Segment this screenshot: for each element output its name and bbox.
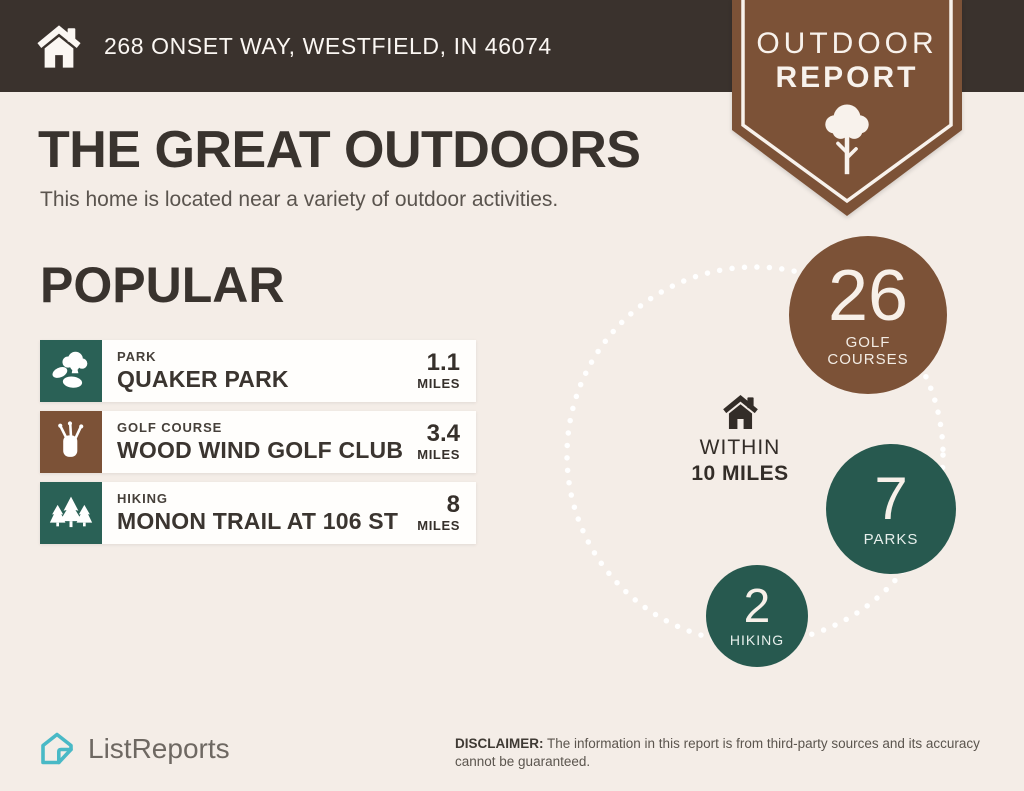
poi-name: WOOD WIND GOLF CLUB xyxy=(117,437,404,463)
outdoor-report-badge: OUTDOOR REPORT xyxy=(732,0,962,216)
list-item-golf-course: GOLF COURSE WOOD WIND GOLF CLUB 3.4 MILE… xyxy=(40,411,476,473)
stat-label: HIKING xyxy=(729,631,785,648)
stat-count: 2 xyxy=(743,580,771,634)
poi-name: QUAKER PARK xyxy=(117,366,289,392)
park-icon-tile xyxy=(40,340,102,402)
within-radius-label: WITHIN 10 MILES xyxy=(650,395,830,486)
park-icon xyxy=(52,351,88,388)
property-address: 268 ONSET WAY, WESTFIELD, IN 46074 xyxy=(104,32,552,59)
stat-bubble-parks: 7 PARKS xyxy=(826,444,956,574)
poi-text: PARK QUAKER PARK xyxy=(102,349,417,393)
poi-distance: 8 MILES xyxy=(417,491,476,534)
poi-distance-unit: MILES xyxy=(417,447,460,462)
stat-bubble-golf-courses: 26 GOLF COURSES xyxy=(789,236,947,394)
poi-text: GOLF COURSE WOOD WIND GOLF CLUB xyxy=(102,420,417,464)
poi-category: GOLF COURSE xyxy=(117,420,223,435)
stat-count: 26 xyxy=(827,255,909,336)
poi-distance-unit: MILES xyxy=(417,376,460,391)
brand-name: ListReports xyxy=(88,733,230,764)
poi-distance-value: 3.4 xyxy=(426,420,460,447)
disclaimer: DISCLAIMER: The information in this repo… xyxy=(455,735,990,771)
within-text: WITHIN xyxy=(699,436,781,459)
poi-distance: 1.1 MILES xyxy=(417,349,476,392)
stat-label: PARKS xyxy=(863,530,919,548)
stat-bubble-hiking: 2 HIKING xyxy=(706,565,808,667)
stat-count: 7 xyxy=(874,464,908,532)
pine-trees-icon xyxy=(49,496,93,528)
badge-title-line2: REPORT xyxy=(775,61,919,94)
poi-text: HIKING MONON TRAIL AT 106 ST xyxy=(102,491,417,535)
within-distance-text: 10 MILES xyxy=(691,462,789,485)
list-item-hiking: HIKING MONON TRAIL AT 106 ST 8 MILES xyxy=(40,482,476,544)
listreports-logo-icon xyxy=(41,732,73,765)
home-icon xyxy=(722,395,758,429)
poi-distance-unit: MILES xyxy=(417,518,460,533)
poi-distance-value: 1.1 xyxy=(426,349,460,376)
stat-label: GOLF COURSES xyxy=(827,333,909,369)
list-item-park: PARK QUAKER PARK 1.1 MILES xyxy=(40,340,476,402)
page-subtitle: This home is located near a variety of o… xyxy=(40,188,559,211)
poi-distance: 3.4 MILES xyxy=(417,420,476,463)
poi-name: MONON TRAIL AT 106 ST xyxy=(117,508,399,534)
disclaimer-text: The information in this report is from t… xyxy=(455,736,980,769)
popular-list: PARK QUAKER PARK 1.1 MILES GOLF COURSE xyxy=(40,340,476,553)
page-title: THE GREAT OUTDOORS xyxy=(38,121,641,179)
tree-icon xyxy=(825,104,869,175)
golf-icon-tile xyxy=(40,411,102,473)
popular-heading: POPULAR xyxy=(40,257,285,313)
listreports-brand: ListReports xyxy=(36,729,230,769)
golf-bag-icon xyxy=(58,421,84,457)
poi-category: HIKING xyxy=(117,491,168,506)
home-icon xyxy=(37,24,81,68)
disclaimer-label: DISCLAIMER: xyxy=(455,736,544,751)
poi-category: PARK xyxy=(117,349,157,364)
badge-title-line1: OUTDOOR xyxy=(756,27,938,60)
hiking-icon-tile xyxy=(40,482,102,544)
poi-distance-value: 8 xyxy=(446,491,460,518)
